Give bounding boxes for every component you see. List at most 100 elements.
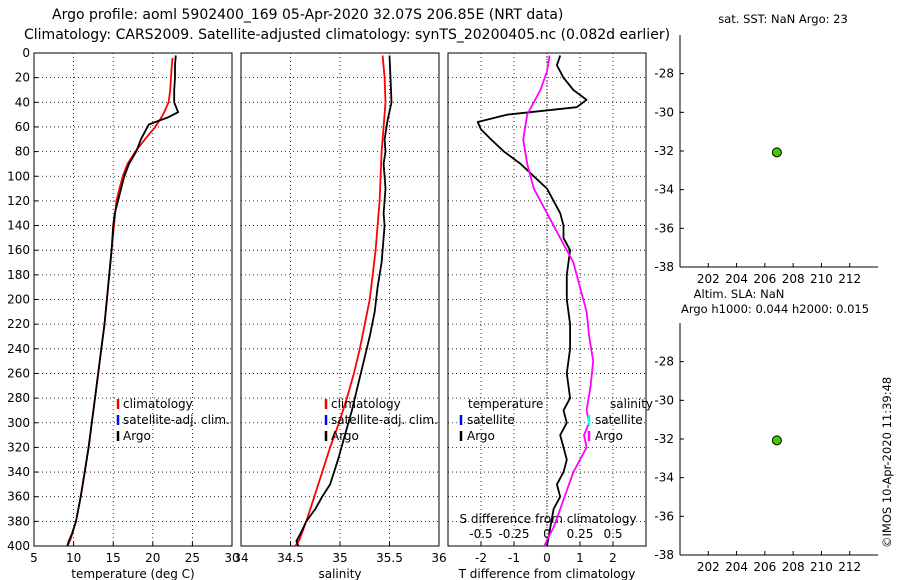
difference-series-salinity-argo bbox=[522, 55, 595, 547]
sdiff-legend-label: Argo bbox=[595, 429, 623, 443]
map-sst-argo-location bbox=[771, 147, 782, 158]
salinity-legend-label: Argo bbox=[331, 429, 359, 443]
depth-tick-label: 340 bbox=[7, 465, 30, 479]
difference-panel: -2 -1 0 1 2 S difference from climatology-0.5… bbox=[447, 52, 653, 580]
map-sla-xtick-label: 202 bbox=[697, 560, 720, 574]
map-sst-xtick-label: 206 bbox=[753, 272, 776, 286]
map-sla-title: Altim. SLA: NaN bbox=[694, 287, 785, 301]
salinity-tick-label: 36 bbox=[431, 551, 446, 565]
sdiff-tick-label: 0.5 bbox=[603, 527, 622, 541]
temperature-tick-label: 25 bbox=[185, 551, 200, 565]
map-sst-ytick-label: -38 bbox=[654, 260, 674, 274]
depth-tick-label: 260 bbox=[7, 366, 30, 380]
map-sla-ytick-label: -38 bbox=[654, 548, 674, 562]
depth-tick-label: 0 bbox=[22, 46, 30, 60]
temperature-tick-label: 5 bbox=[30, 551, 38, 565]
tdiff-legend-title: temperature bbox=[468, 397, 543, 411]
map-sst-xtick-label: 210 bbox=[810, 272, 833, 286]
tdiff-axis-label: T difference from climatology bbox=[458, 567, 636, 580]
temperature-series-climatology bbox=[66, 57, 174, 547]
map-sla-ytick-label: -28 bbox=[654, 355, 674, 369]
map-sla-subtitle: Argo h1000: 0.044 h2000: 0.015 bbox=[681, 302, 869, 316]
depth-tick-label: 120 bbox=[7, 194, 30, 208]
map-sst-xtick-label: 208 bbox=[782, 272, 805, 286]
temperature-legend-label: climatology bbox=[123, 397, 193, 411]
sdiff-tick-label: -0.5 bbox=[469, 527, 492, 541]
temperature-tick-label: 10 bbox=[66, 551, 81, 565]
salinity-panel: 34 34.5 35 35.5 36 salinity climatology satelli… bbox=[233, 52, 447, 580]
map-sst-title: sat. SST: NaN Argo: 23 bbox=[718, 12, 848, 26]
depth-tick-label: 200 bbox=[7, 293, 30, 307]
salinity-legend-label: satellite-adj. clim. bbox=[331, 413, 438, 427]
map-sst-ytick-label: -28 bbox=[654, 67, 674, 81]
tdiff-tick-label: 2 bbox=[609, 551, 617, 565]
depth-tick-label: 20 bbox=[15, 71, 30, 85]
map-sla-xtick-label: 210 bbox=[810, 560, 833, 574]
imos-stamp: ©IMOS 10-Apr-2020 11:39:48 bbox=[880, 377, 894, 548]
depth-tick-label: 160 bbox=[7, 243, 30, 257]
map-sla-ytick-label: -30 bbox=[654, 393, 674, 407]
temperature-panel: 0 20 40 60 80 100 120 140 160 180 200 220 240 260 280 3… bbox=[7, 46, 240, 580]
tdiff-tick-label: 1 bbox=[576, 551, 584, 565]
depth-tick-label: 220 bbox=[7, 317, 30, 331]
tdiff-legend-label: satellite bbox=[467, 413, 515, 427]
map-sla-xtick-label: 206 bbox=[753, 560, 776, 574]
depth-tick-label: 60 bbox=[15, 120, 30, 134]
sdiff-tick-label: 0 bbox=[543, 527, 551, 541]
depth-tick-label: 240 bbox=[7, 342, 30, 356]
sdiff-tick-label: 0.25 bbox=[567, 527, 594, 541]
salinity-tick-label: 35 bbox=[332, 551, 347, 565]
map-sla-xtick-label: 208 bbox=[782, 560, 805, 574]
tdiff-tick-label: -2 bbox=[475, 551, 487, 565]
tdiff-legend-label: Argo bbox=[467, 429, 495, 443]
map-sst-ytick-label: -32 bbox=[654, 144, 674, 158]
map-sla-xtick-label: 212 bbox=[838, 560, 861, 574]
map-sst-ytick-label: -30 bbox=[654, 105, 674, 119]
salinity-series-climatology bbox=[294, 55, 387, 547]
depth-tick-label: 40 bbox=[15, 95, 30, 109]
difference-series-temperature-argo bbox=[476, 55, 588, 547]
map-sst-ytick-label: -34 bbox=[654, 183, 674, 197]
title-line-2: Climatology: CARS2009. Satellite-adjuste… bbox=[24, 27, 670, 43]
map-sst-panel: -28 -30 -32 -34 -36 -38 202 204 206 208 210 212 sat.… bbox=[654, 12, 878, 286]
map-sla-argo-location bbox=[771, 435, 782, 446]
map-sla-panel: -28 -30 -32 -34 -36 -38 202 204 206 208 210 212 Alti… bbox=[654, 287, 878, 574]
temperature-tick-label: 20 bbox=[145, 551, 160, 565]
salinity-legend-label: climatology bbox=[331, 397, 401, 411]
temperature-legend-label: satellite-adj. clim. bbox=[123, 413, 230, 427]
salinity-series-argo bbox=[295, 55, 393, 547]
depth-tick-label: 180 bbox=[7, 268, 30, 282]
map-sla-ytick-label: -34 bbox=[654, 471, 674, 485]
tdiff-tick-label: 0 bbox=[543, 551, 551, 565]
temperature-tick-label: 15 bbox=[106, 551, 121, 565]
temperature-axis-label: temperature (deg C) bbox=[71, 567, 194, 580]
map-sst-xtick-label: 212 bbox=[838, 272, 861, 286]
salinity-tick-label: 34 bbox=[233, 551, 248, 565]
depth-tick-label: 380 bbox=[7, 514, 30, 528]
map-sla-xtick-label: 204 bbox=[725, 560, 748, 574]
sdiff-tick-label: -0.25 bbox=[498, 527, 529, 541]
sdiff-legend-title: salinity bbox=[610, 397, 653, 411]
sdiff-axis-label: S difference from climatology bbox=[460, 512, 637, 526]
sdiff-legend-label: satellite bbox=[595, 413, 643, 427]
salinity-tick-label: 34.5 bbox=[277, 551, 304, 565]
title-line-1: Argo profile: aoml 5902400_169 05-Apr-20… bbox=[52, 7, 563, 23]
map-sst-xtick-label: 202 bbox=[697, 272, 720, 286]
depth-tick-label: 320 bbox=[7, 440, 30, 454]
map-sst-xtick-label: 204 bbox=[725, 272, 748, 286]
depth-tick-label: 140 bbox=[7, 219, 30, 233]
depth-tick-label: 360 bbox=[7, 490, 30, 504]
temperature-series-argo bbox=[66, 55, 180, 547]
tdiff-tick-label: -1 bbox=[508, 551, 520, 565]
map-sla-ytick-label: -36 bbox=[654, 509, 674, 523]
map-sla-ytick-label: -32 bbox=[654, 432, 674, 446]
salinity-axis-label: salinity bbox=[318, 567, 361, 580]
depth-tick-label: 400 bbox=[7, 539, 30, 553]
temperature-legend-label: Argo bbox=[123, 429, 151, 443]
temperature-tick-label: 30 bbox=[224, 551, 239, 565]
depth-tick-label: 80 bbox=[15, 145, 30, 159]
depth-tick-label: 300 bbox=[7, 416, 30, 430]
depth-tick-label: 280 bbox=[7, 391, 30, 405]
salinity-tick-label: 35.5 bbox=[376, 551, 403, 565]
